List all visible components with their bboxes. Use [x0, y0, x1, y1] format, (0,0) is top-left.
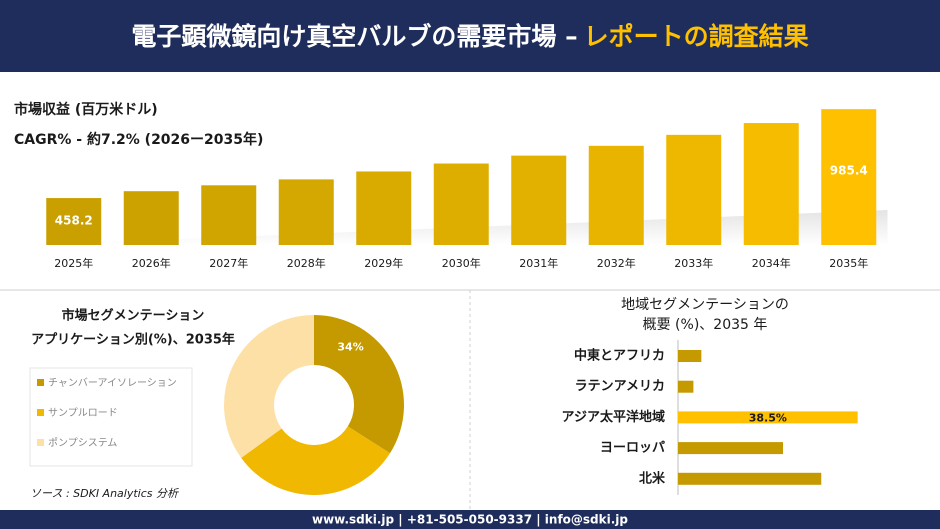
bar [46, 198, 102, 245]
legend-swatch [37, 409, 44, 416]
x-tick-label: 2035年 [829, 256, 868, 270]
x-tick-label: 2033年 [674, 256, 713, 270]
bar [433, 163, 489, 245]
y-tick-label: 北米 [639, 470, 666, 486]
header-band [0, 0, 940, 72]
title-main: 電子顕微鏡向け真空バルブの需要市場 – [131, 22, 577, 51]
legend-label: チャンバーアイソレーション [48, 377, 177, 389]
data-label: 38.5% [749, 411, 787, 424]
y-tick-label: ラテンアメリカ [575, 379, 665, 394]
legend-box [29, 367, 193, 467]
legend-swatch [37, 379, 44, 386]
chart-subtitle: 市場収益 (百万米ドル) [14, 101, 158, 118]
doughnut-slice [241, 426, 390, 495]
legend-swatch [37, 439, 44, 446]
header-title: 電子顕微鏡向け真空バルブの需要市場 – レポートの調査結果 [131, 22, 808, 51]
x-tick-label: 2028年 [287, 256, 326, 270]
bar [678, 350, 702, 362]
chart-subtitle: アプリケーション別(%)、2035年 [31, 332, 235, 348]
footer: www.sdki.jp | +81-505-050-9337 | info@sd… [312, 513, 628, 527]
bar [678, 442, 783, 455]
y-tick-label: アジア太平洋地域 [562, 409, 665, 425]
x-tick-label: 2034年 [752, 256, 791, 270]
x-tick-label: 2032年 [597, 256, 636, 270]
bar [743, 123, 799, 245]
chart-title: 市場セグメンテーション [62, 308, 205, 324]
bar [588, 145, 644, 245]
source: ソース : SDKI Analytics 分析 [30, 487, 180, 500]
doughnut-slice [314, 315, 404, 454]
y-tick-label: ヨーロッパ [600, 441, 665, 456]
data-label: 458.2 [55, 214, 93, 228]
bar [678, 380, 694, 393]
footer-band [0, 510, 940, 529]
bar [356, 171, 412, 245]
chart-subtitle: 概要 (%)、2035 年 [643, 317, 768, 333]
data-label: 34% [337, 341, 363, 354]
bar [278, 179, 334, 245]
bar [201, 185, 257, 245]
legend-label: ポンプシステム [48, 437, 117, 449]
bar [666, 134, 722, 245]
bar [678, 411, 858, 424]
x-tick-label: 2031年 [519, 256, 558, 270]
bar [821, 109, 877, 245]
chart-note: CAGR% - 約7.2% (2026ー2035年) [14, 131, 263, 148]
x-tick-label: 2027年 [209, 256, 248, 270]
x-tick-label: 2030年 [442, 256, 481, 270]
data-label: 985.4 [830, 164, 868, 178]
doughnut-slice [224, 315, 314, 458]
legend-label: サンプルロード [48, 407, 118, 419]
y-tick-label: 中東とアフリカ [574, 348, 665, 364]
title-highlight: レポートの調査結果 [584, 22, 809, 51]
bar [123, 191, 179, 245]
bar [511, 155, 567, 245]
chart-title: 地域セグメンテーションの [621, 297, 789, 313]
x-tick-label: 2029年 [364, 256, 403, 270]
bar [678, 472, 822, 485]
x-tick-label: 2026年 [132, 256, 171, 270]
x-tick-label: 2025年 [54, 256, 93, 270]
